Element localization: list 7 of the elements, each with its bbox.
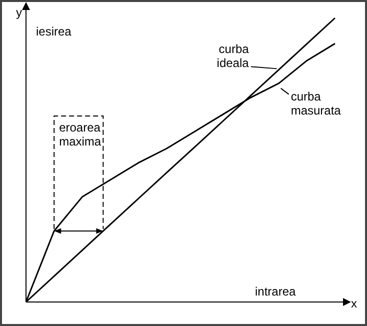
y-axis-title: y (16, 5, 22, 20)
legend-label: curba masurata (290, 90, 342, 118)
annotation: intrarea (255, 284, 296, 298)
series-label: curba ideala (216, 42, 250, 70)
x-axis-title: x (351, 296, 357, 310)
annotation: iesirea (36, 24, 72, 38)
annotation: eroarea maxima (59, 120, 102, 148)
